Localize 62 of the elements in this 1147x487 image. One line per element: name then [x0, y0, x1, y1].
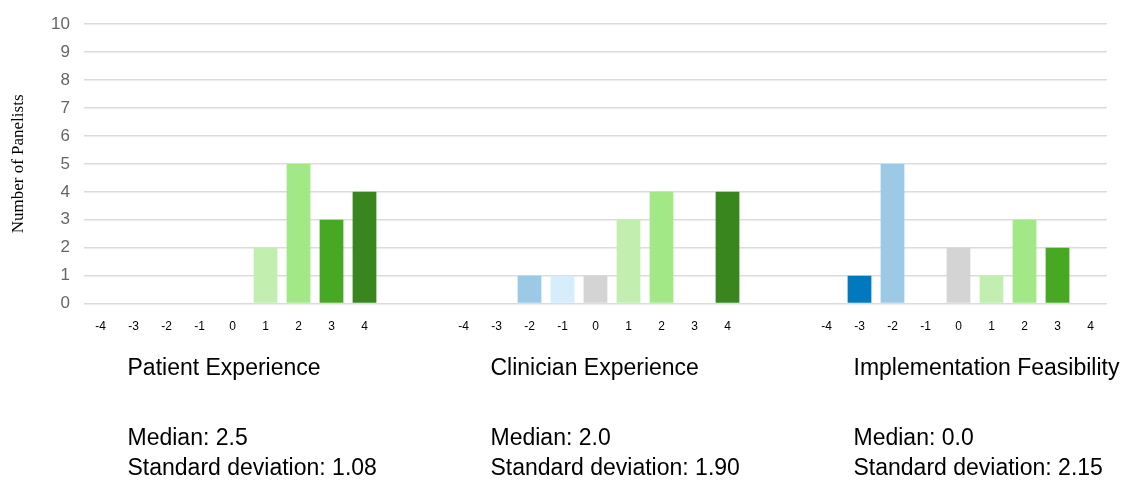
y-tick-label: 10	[51, 13, 70, 33]
bar	[550, 275, 575, 303]
x-tick-label: -1	[557, 319, 569, 334]
bar	[352, 191, 377, 303]
bar	[286, 163, 311, 303]
y-tick-label: 4	[60, 181, 70, 201]
x-tick-label: -1	[194, 319, 206, 334]
y-tick-label: 6	[60, 125, 70, 145]
bar	[979, 275, 1004, 303]
x-tick-label: 0	[955, 319, 963, 334]
x-tick-label: -4	[95, 319, 107, 334]
bar	[616, 219, 641, 303]
bar	[715, 191, 740, 303]
y-tick-label: 3	[60, 209, 70, 229]
y-tick-label: 7	[60, 97, 70, 117]
bar	[517, 275, 542, 303]
y-tick-label: 2	[60, 237, 70, 257]
x-tick-label: -3	[491, 319, 503, 334]
y-tick-label: 8	[60, 69, 70, 89]
bar	[847, 275, 872, 303]
x-tick-label: 1	[988, 319, 996, 334]
x-tick-label: -2	[887, 319, 899, 334]
bar	[319, 219, 344, 303]
x-tick-label: 4	[1087, 319, 1095, 334]
bar	[1012, 219, 1037, 303]
x-tick-label: 0	[229, 319, 237, 334]
text: Patient Experience	[127, 353, 321, 382]
text: Standard deviation: 2.15	[853, 453, 1103, 482]
x-tick-label: 3	[691, 319, 699, 334]
text: Clinician Experience	[490, 353, 699, 382]
bar	[649, 191, 674, 303]
y-tick-label: 0	[60, 293, 70, 313]
x-tick-label: -2	[161, 319, 173, 334]
y-tick-label: 5	[60, 153, 70, 173]
x-tick-label: 0	[592, 319, 600, 334]
bar	[880, 163, 905, 303]
text: Median: 0.0	[853, 423, 974, 452]
text: Implementation Feasibility	[853, 353, 1120, 382]
x-tick-label: 4	[361, 319, 369, 334]
x-tick-label: -2	[524, 319, 536, 334]
text: Standard deviation: 1.90	[490, 453, 740, 482]
x-tick-label: 2	[1021, 319, 1029, 334]
text: Median: 2.5	[127, 423, 248, 452]
x-tick-label: 1	[625, 319, 633, 334]
x-tick-label: 3	[1054, 319, 1062, 334]
x-tick-label: -4	[458, 319, 470, 334]
x-tick-label: -3	[128, 319, 140, 334]
x-tick-label: 2	[658, 319, 666, 334]
y-tick-label: 1	[60, 265, 70, 285]
bar	[253, 247, 278, 303]
x-tick-label: -4	[821, 319, 833, 334]
text: Median: 2.0	[490, 423, 611, 452]
x-tick-label: 4	[724, 319, 732, 334]
x-tick-label: -3	[854, 319, 866, 334]
text: Standard deviation: 1.08	[127, 453, 377, 482]
x-tick-label: -1	[920, 319, 932, 334]
y-tick-label: 9	[60, 41, 70, 61]
bar	[1045, 247, 1070, 303]
x-tick-label: 3	[328, 319, 336, 334]
x-tick-label: 1	[262, 319, 270, 334]
x-tick-label: 2	[295, 319, 303, 334]
y-axis-title: Number of Panelists	[7, 94, 27, 234]
